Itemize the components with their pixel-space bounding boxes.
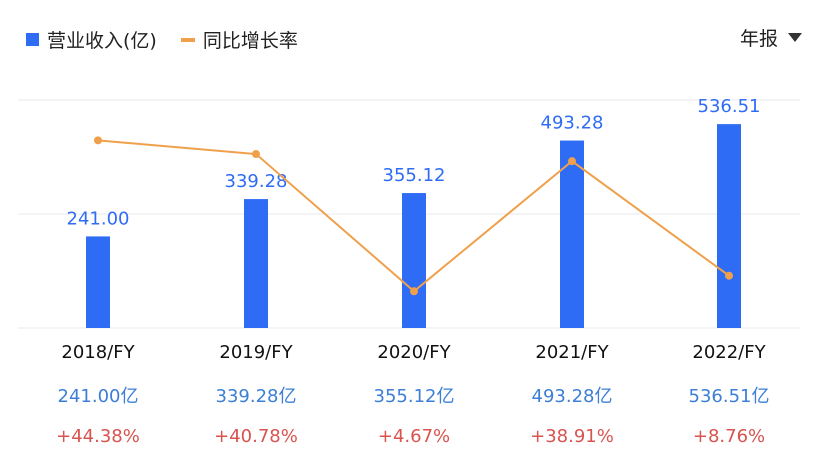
- chart-legend: 营业收入(亿) 同比增长率: [26, 26, 298, 53]
- summary-growth: +44.38%: [56, 426, 140, 447]
- bar-value-label: 493.28: [541, 113, 604, 134]
- summary-value: 355.12亿: [373, 386, 455, 407]
- summary-value: 493.28亿: [531, 386, 613, 407]
- growth-point: [252, 150, 260, 159]
- x-tick-label: 2020/FY: [377, 342, 451, 360]
- summary-growth-row: +44.38% +40.78% +4.67% +38.91% +8.76%: [0, 426, 828, 456]
- bar: [244, 199, 268, 328]
- legend-bar-swatch: [26, 33, 39, 46]
- chevron-down-icon: [788, 33, 802, 42]
- legend-bar-label: 营业收入(亿): [47, 30, 157, 52]
- summary-growth: +8.76%: [692, 426, 766, 447]
- bar: [717, 124, 741, 329]
- summary-growth: +40.78%: [214, 426, 298, 447]
- revenue-chart: 241.00 339.28 355.12 493.28 536.51 2018/FY 201…: [18, 96, 800, 360]
- x-tick-label: 2019/FY: [219, 342, 293, 360]
- bar: [86, 236, 110, 328]
- bar-value-label: 355.12: [383, 165, 446, 186]
- bar: [560, 140, 584, 328]
- bar: [402, 193, 426, 328]
- bar-value-label: 241.00: [67, 208, 130, 229]
- bar-value-label: 339.28: [225, 171, 288, 192]
- bar-value-label: 536.51: [698, 96, 761, 117]
- summary-values-row: 241.00亿 339.28亿 355.12亿 493.28亿 536.51亿: [0, 382, 828, 412]
- legend-line-label: 同比增长率: [202, 30, 298, 52]
- summary-growth: +4.67%: [377, 426, 451, 447]
- summary-value: 241.00亿: [57, 386, 139, 407]
- summary-growth: +38.91%: [530, 426, 614, 447]
- x-tick-label: 2018/FY: [61, 342, 135, 360]
- period-selector-label: 年报: [739, 28, 778, 50]
- legend-line-swatch: [180, 37, 195, 42]
- growth-point: [568, 157, 576, 166]
- growth-point: [410, 287, 418, 296]
- x-tick-label: 2021/FY: [535, 342, 609, 360]
- summary-value: 339.28亿: [215, 386, 297, 407]
- x-tick-label: 2022/FY: [692, 342, 766, 360]
- summary-value: 536.51亿: [688, 386, 770, 407]
- growth-point: [94, 136, 102, 145]
- period-selector[interactable]: 年报: [740, 24, 802, 51]
- growth-point: [725, 271, 733, 280]
